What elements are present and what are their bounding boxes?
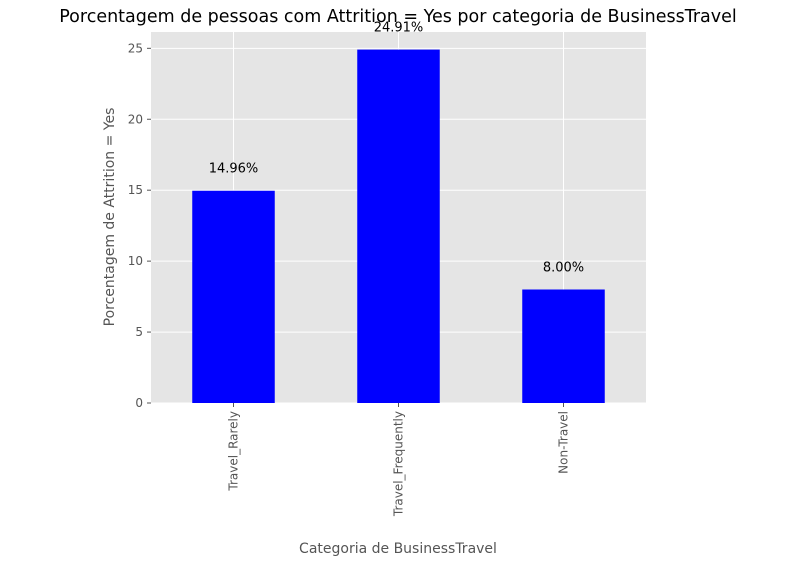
data-label: 24.91%: [374, 20, 424, 35]
x-axis-ticks: Travel_Rarely Travel_Frequently Non-Travel: [227, 403, 571, 517]
bars: [192, 49, 605, 404]
chart-title: Porcentagem de pessoas com Attrition = Y…: [59, 7, 737, 27]
x-tick-label: Non-Travel: [557, 411, 571, 474]
x-tick-label: Travel_Rarely: [227, 411, 241, 492]
y-axis-ticks: 0 5 10 15 20 25: [128, 41, 151, 410]
data-labels: 14.96% 24.91% 8.00%: [209, 20, 584, 275]
y-axis-label: Porcentagem de Attrition = Yes: [102, 108, 118, 327]
y-tick-label: 25: [128, 41, 143, 55]
data-label: 14.96%: [209, 162, 259, 177]
x-axis-label: Categoria de BusinessTravel: [299, 541, 497, 557]
y-tick-label: 10: [128, 254, 143, 268]
data-label: 8.00%: [543, 260, 584, 275]
bar-travel-rarely: [192, 190, 275, 403]
bar-non-travel: [522, 289, 605, 403]
y-tick-label: 20: [128, 112, 143, 126]
y-tick-label: 0: [135, 396, 143, 410]
bar-travel-frequently: [357, 49, 440, 404]
y-tick-label: 5: [135, 325, 143, 339]
x-tick-label: Travel_Frequently: [392, 411, 406, 517]
y-tick-label: 15: [128, 183, 143, 197]
